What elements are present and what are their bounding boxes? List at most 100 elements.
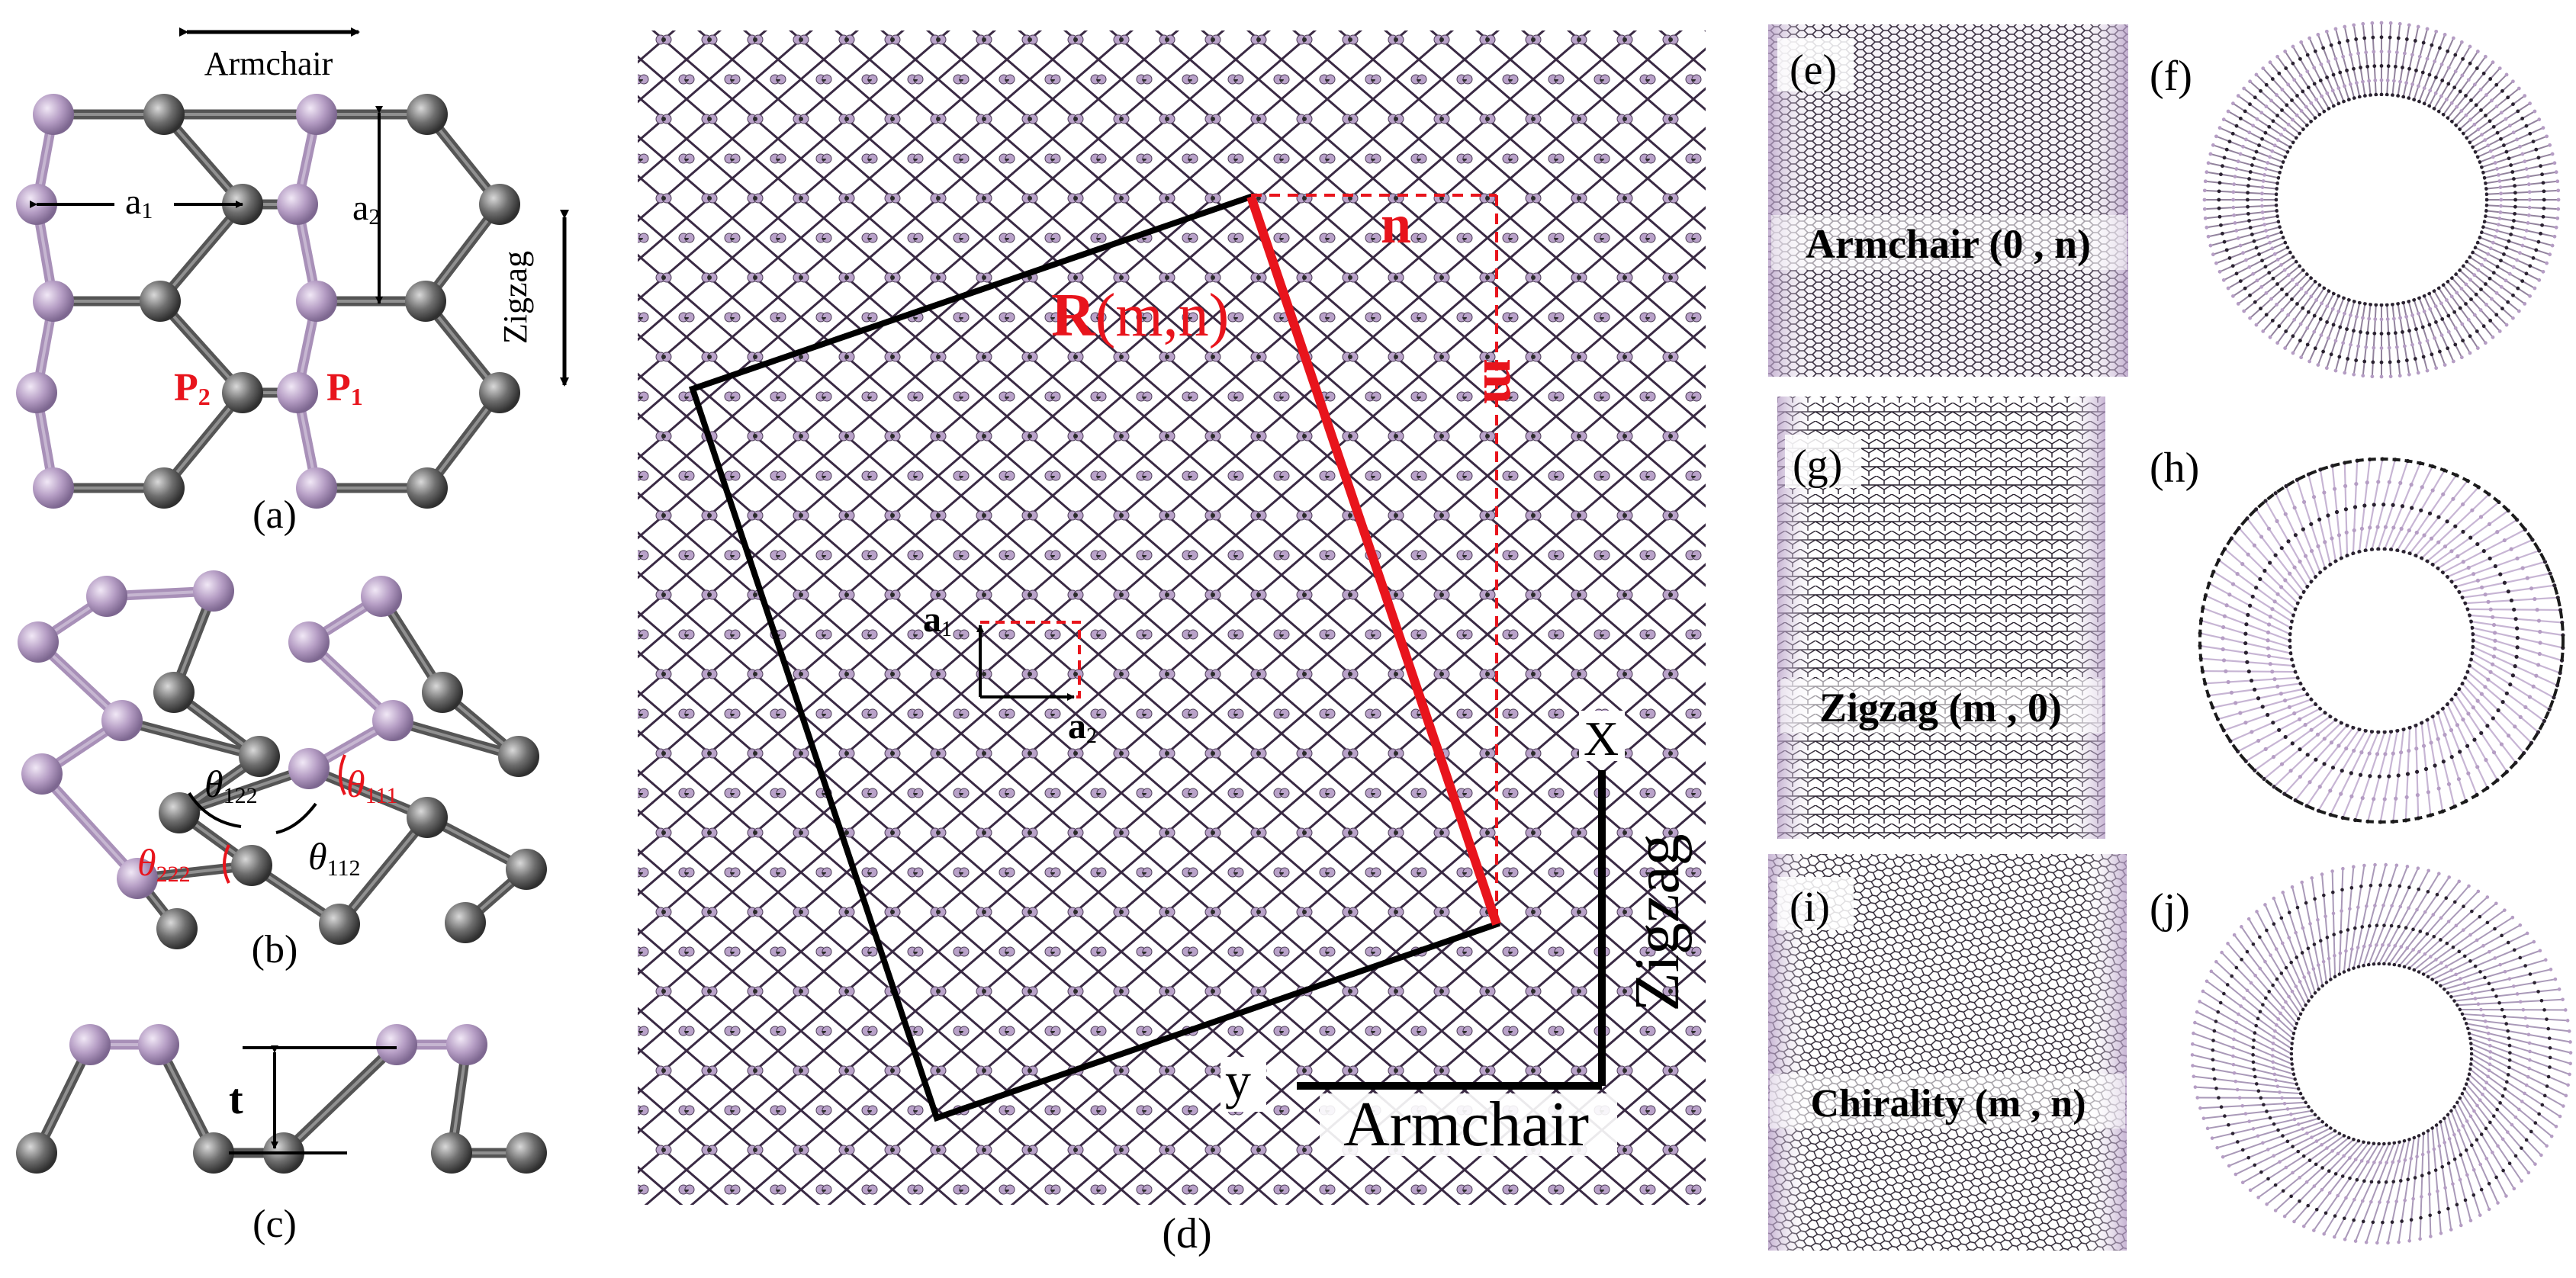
ring-f-atom xyxy=(2396,94,2400,98)
ring-j-atom xyxy=(2377,962,2381,966)
ring-j-atom xyxy=(2269,953,2272,957)
ring-j-atom xyxy=(2507,1065,2511,1070)
ring-j-atom xyxy=(2506,1073,2510,1077)
ring-j-atom xyxy=(2382,1142,2386,1146)
ring-f-atom xyxy=(2253,95,2257,100)
panel-c-bond xyxy=(278,1039,402,1158)
ring-j-atom xyxy=(2479,1132,2484,1136)
ring-h-atom xyxy=(2323,710,2327,715)
ring-f-atom xyxy=(2294,136,2298,140)
ring-h-atom xyxy=(2332,486,2337,491)
ring-f-atom xyxy=(2388,21,2393,25)
ring-f-atom xyxy=(2338,70,2343,75)
ring-h-atom xyxy=(2552,583,2557,588)
ring-h-atom xyxy=(2352,748,2356,753)
ring-f-atom xyxy=(2531,140,2536,143)
ring-h-atom xyxy=(2495,530,2500,535)
ring-f-atom xyxy=(2295,113,2299,117)
ring-f-spoke xyxy=(2402,302,2420,374)
ring-f-atom xyxy=(2443,33,2447,37)
ring-j-atom xyxy=(2290,1062,2295,1066)
ring-f-atom xyxy=(2313,116,2317,120)
ring-h-atom xyxy=(2336,533,2342,538)
ring-j-atom xyxy=(2442,1116,2446,1120)
ring-j-atom xyxy=(2252,1038,2256,1042)
ring-f-atom xyxy=(2277,71,2282,75)
ring-h-atom xyxy=(2383,752,2388,756)
ring-j-atom xyxy=(2373,862,2377,867)
ring-j-atom xyxy=(2261,1141,2265,1145)
ring-h-atom xyxy=(2283,512,2288,516)
ring-j-atom xyxy=(2520,1179,2523,1183)
ring-j-spoke xyxy=(2233,934,2300,1020)
ring-j-spoke xyxy=(2240,926,2301,1015)
ring-j-atom xyxy=(2226,942,2230,946)
ring-j-atom xyxy=(2427,1192,2432,1196)
ring-j-atom xyxy=(2291,1067,2295,1071)
ring-j-atom xyxy=(2459,1153,2463,1157)
ring-j-atom xyxy=(2348,1156,2352,1160)
ring-h-atom xyxy=(2486,599,2491,604)
ring-j-spoke xyxy=(2468,1073,2548,1147)
ring-j-atom xyxy=(2314,1162,2318,1167)
ring-j-atom xyxy=(2421,1132,2426,1135)
ring-f-spoke xyxy=(2447,62,2494,119)
ring-j-atom xyxy=(2417,949,2421,954)
ring-f-atom xyxy=(2357,300,2362,305)
ring-f-atom xyxy=(2236,159,2240,164)
ring-f-atom xyxy=(2484,114,2488,117)
ring-j-atom xyxy=(2298,980,2302,984)
ring-j-atom xyxy=(2230,974,2234,978)
ring-f-atom xyxy=(2438,46,2442,50)
ring-f-atom xyxy=(2275,138,2280,143)
ring-j-atom xyxy=(2352,1198,2356,1202)
ring-f-atom xyxy=(2500,307,2504,311)
ring-f-atom xyxy=(2254,72,2259,77)
ring-f-atom xyxy=(2484,303,2488,307)
ring-j-atom xyxy=(2471,1193,2476,1197)
ring-h-atom xyxy=(2480,585,2484,589)
ring-j-atom xyxy=(2390,1220,2394,1225)
ring-j-atom xyxy=(2500,1094,2505,1098)
ring-h-atom xyxy=(2395,728,2400,733)
ring-f-atom xyxy=(2304,104,2308,109)
ring-f-atom xyxy=(2233,221,2237,225)
ring-j-atom xyxy=(2310,876,2314,880)
ring-f-atom xyxy=(2393,64,2398,69)
ring-j-spoke xyxy=(2453,1106,2499,1203)
ring-f-spoke xyxy=(2371,23,2377,95)
ring-j-atom xyxy=(2398,1179,2403,1183)
ring-f-atom xyxy=(2541,214,2545,219)
ring-j-atom xyxy=(2369,1180,2374,1184)
ring-j-atom xyxy=(2449,1228,2453,1231)
ring-h-atom xyxy=(2336,743,2341,748)
ring-h-atom xyxy=(2395,548,2400,553)
ring-f-atom xyxy=(2260,204,2264,208)
ring-j-spoke xyxy=(2456,1102,2507,1196)
panel-c-atom-dark xyxy=(193,1132,234,1174)
ring-j-atom xyxy=(2433,1168,2438,1172)
ring-f-spoke xyxy=(2213,144,2282,169)
ring-h-atom xyxy=(2301,686,2306,692)
ring-f-atom xyxy=(2274,192,2279,197)
ring-j-atom xyxy=(2386,1200,2390,1204)
ring-f-spoke xyxy=(2413,31,2437,101)
ring-f-atom xyxy=(2327,107,2331,111)
ring-j-atom xyxy=(2242,996,2246,1000)
ring-f-spoke xyxy=(2284,287,2325,349)
ring-h-atom xyxy=(2449,697,2454,702)
ring-j-atom xyxy=(2494,901,2498,906)
ring-j-atom xyxy=(2391,1180,2396,1183)
ring-f-atom xyxy=(2498,210,2503,214)
ring-f-atom xyxy=(2208,243,2213,248)
ring-h-atom xyxy=(2292,711,2297,716)
ring-f-spoke xyxy=(2227,111,2291,148)
ring-j-atom xyxy=(2452,1132,2456,1137)
ring-j-atom xyxy=(2308,922,2312,926)
ring-j-atom xyxy=(2353,1158,2358,1161)
ring-h-atom xyxy=(2256,696,2261,701)
ring-h-atom xyxy=(2425,718,2430,722)
ring-f-atom xyxy=(2267,271,2272,275)
ring-f-atom xyxy=(2291,140,2295,145)
